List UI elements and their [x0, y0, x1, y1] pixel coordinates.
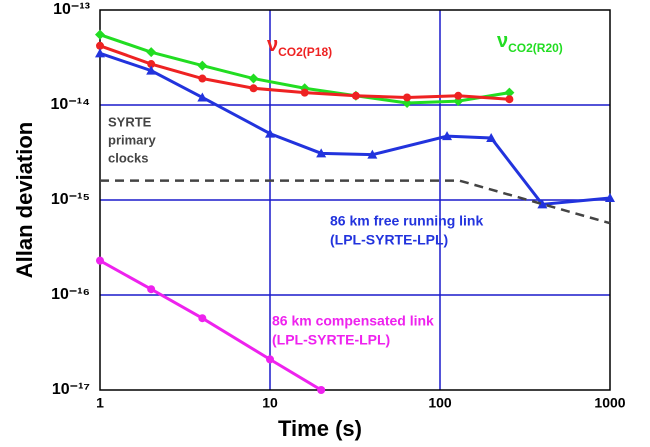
- point: [317, 386, 326, 394]
- point: [486, 132, 497, 142]
- series-label: (LPL-SYRTE-LPL): [330, 232, 448, 248]
- series-line: [99, 51, 611, 206]
- point: [147, 60, 156, 69]
- point: [96, 256, 104, 265]
- series-label: νCO2(R20): [497, 30, 563, 55]
- series-label: (LPL-SYRTE-LPL): [272, 332, 390, 348]
- series-label-sub: CO2(P18): [278, 45, 332, 59]
- y-tick-label: 10⁻¹³: [53, 1, 90, 18]
- point: [146, 65, 157, 75]
- x-tick-label: 100: [428, 395, 452, 411]
- series-label: 86 km compensated link: [272, 313, 434, 329]
- point: [248, 73, 259, 84]
- point: [95, 48, 105, 58]
- point: [146, 47, 157, 58]
- point: [505, 95, 514, 104]
- point: [198, 74, 207, 83]
- point: [249, 84, 258, 93]
- series-label-sub: CO2(R20): [508, 41, 563, 55]
- point: [351, 91, 360, 100]
- series-label: 86 km free running link: [330, 213, 483, 229]
- point: [367, 149, 378, 159]
- point: [197, 92, 208, 102]
- point: [197, 60, 208, 71]
- point: [96, 41, 104, 50]
- series-label-symbol: ν: [267, 34, 278, 56]
- point: [537, 199, 548, 209]
- y-axis-label: Allan deviation: [12, 122, 37, 278]
- point: [300, 88, 309, 97]
- y-tick-label: 10⁻¹⁷: [52, 381, 90, 398]
- y-tick-label: 10⁻¹⁵: [51, 191, 90, 208]
- point: [198, 314, 207, 323]
- x-tick-label: 1: [96, 395, 104, 411]
- point: [454, 91, 463, 100]
- point: [605, 192, 615, 202]
- point: [95, 29, 105, 40]
- series-label: SYRTE: [108, 114, 152, 129]
- series-label: primary: [108, 132, 156, 147]
- point: [442, 131, 453, 141]
- series-label: clocks: [108, 150, 148, 165]
- point: [147, 285, 156, 294]
- x-tick-label: 10: [262, 395, 278, 411]
- point: [316, 148, 327, 158]
- point: [403, 93, 412, 102]
- point: [265, 128, 275, 138]
- x-tick-label: 1000: [594, 395, 625, 411]
- point: [504, 87, 515, 98]
- series-label: νCO2(P18): [267, 34, 332, 59]
- series-label-symbol: ν: [497, 30, 508, 52]
- y-tick-label: 10⁻¹⁶: [51, 286, 90, 303]
- point: [266, 355, 274, 364]
- y-tick-label: 10⁻¹⁴: [51, 96, 91, 113]
- x-axis-label: Time (s): [278, 416, 362, 441]
